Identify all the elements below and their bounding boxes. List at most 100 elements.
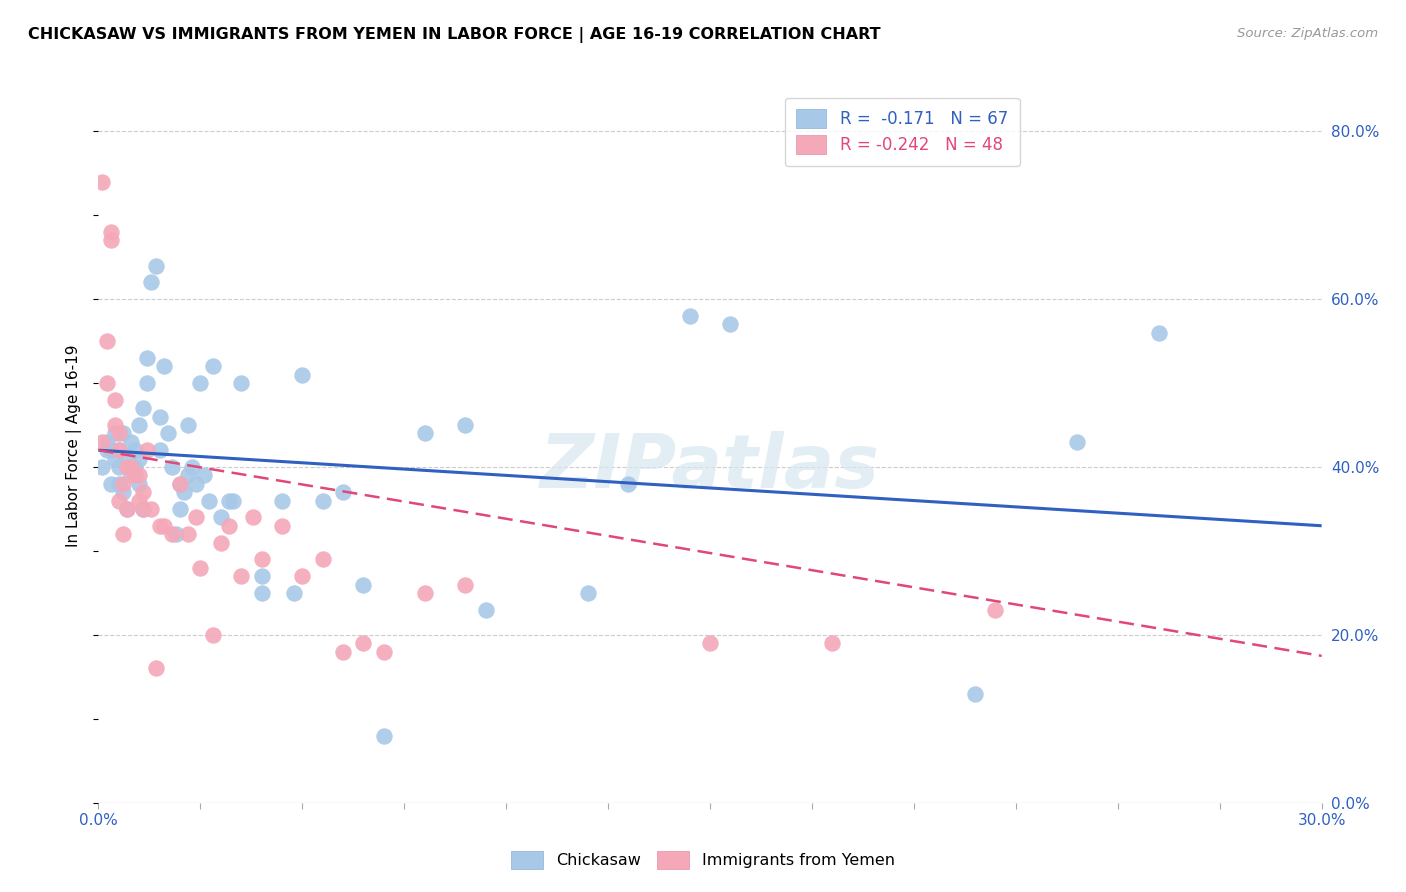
Point	[332, 645, 354, 659]
Point	[149, 518, 172, 533]
Point	[160, 527, 183, 541]
Point	[188, 560, 212, 574]
Point	[270, 493, 294, 508]
Point	[141, 275, 163, 289]
Point	[124, 443, 146, 458]
Point	[720, 318, 742, 332]
Point	[169, 476, 191, 491]
Point	[454, 577, 477, 591]
Point	[111, 426, 134, 441]
Point	[149, 409, 172, 424]
Point	[132, 502, 155, 516]
Point	[576, 586, 599, 600]
Point	[108, 443, 131, 458]
Point	[250, 552, 273, 566]
Point	[124, 468, 146, 483]
Point	[149, 443, 172, 458]
Point	[250, 586, 273, 600]
Point	[965, 687, 987, 701]
Point	[201, 628, 224, 642]
Point	[312, 493, 335, 508]
Point	[454, 417, 477, 432]
Point	[165, 527, 187, 541]
Point	[373, 729, 395, 743]
Y-axis label: In Labor Force | Age 16-19: In Labor Force | Age 16-19	[66, 344, 83, 548]
Point	[104, 417, 127, 432]
Point	[91, 434, 114, 449]
Point	[136, 351, 159, 365]
Point	[115, 502, 138, 516]
Point	[120, 460, 142, 475]
Point	[1066, 434, 1088, 449]
Point	[242, 510, 264, 524]
Point	[160, 460, 183, 475]
Point	[152, 359, 174, 374]
Point	[699, 636, 721, 650]
Point	[209, 535, 232, 549]
Point	[177, 468, 200, 483]
Point	[283, 586, 305, 600]
Point	[413, 426, 436, 441]
Point	[96, 434, 118, 449]
Point	[128, 451, 150, 466]
Point	[201, 359, 224, 374]
Point	[100, 476, 122, 491]
Point	[111, 476, 134, 491]
Point	[984, 603, 1007, 617]
Point	[111, 527, 134, 541]
Point	[136, 443, 159, 458]
Point	[193, 468, 215, 483]
Point	[152, 518, 174, 533]
Point	[128, 476, 150, 491]
Point	[100, 443, 122, 458]
Point	[100, 233, 122, 247]
Point	[108, 476, 131, 491]
Point	[136, 376, 159, 390]
Point	[312, 552, 335, 566]
Point	[270, 518, 294, 533]
Point	[132, 502, 155, 516]
Point	[181, 460, 204, 475]
Legend: Chickasaw, Immigrants from Yemen: Chickasaw, Immigrants from Yemen	[505, 845, 901, 875]
Point	[96, 443, 118, 458]
Point	[186, 476, 208, 491]
Point	[291, 569, 314, 583]
Point	[231, 569, 253, 583]
Point	[120, 434, 142, 449]
Point	[124, 460, 146, 475]
Point	[679, 309, 702, 323]
Point	[222, 493, 245, 508]
Point	[250, 569, 273, 583]
Point	[115, 451, 138, 466]
Point	[91, 175, 114, 189]
Point	[156, 426, 179, 441]
Point	[218, 493, 240, 508]
Point	[169, 476, 191, 491]
Point	[96, 334, 118, 348]
Point	[821, 636, 844, 650]
Point	[128, 417, 150, 432]
Point	[209, 510, 232, 524]
Point	[352, 636, 374, 650]
Point	[145, 661, 167, 675]
Text: ZIPatlas: ZIPatlas	[540, 431, 880, 504]
Point	[186, 510, 208, 524]
Point	[104, 451, 127, 466]
Point	[617, 476, 640, 491]
Point	[177, 527, 200, 541]
Point	[291, 368, 314, 382]
Point	[352, 577, 374, 591]
Point	[104, 426, 127, 441]
Point	[111, 485, 134, 500]
Point	[128, 493, 150, 508]
Point	[188, 376, 212, 390]
Point	[115, 460, 138, 475]
Point	[145, 259, 167, 273]
Point	[231, 376, 253, 390]
Point	[332, 485, 354, 500]
Text: Source: ZipAtlas.com: Source: ZipAtlas.com	[1237, 27, 1378, 40]
Point	[132, 485, 155, 500]
Legend: R =  -0.171   N = 67, R = -0.242   N = 48: R = -0.171 N = 67, R = -0.242 N = 48	[785, 97, 1019, 166]
Point	[108, 460, 131, 475]
Point	[373, 645, 395, 659]
